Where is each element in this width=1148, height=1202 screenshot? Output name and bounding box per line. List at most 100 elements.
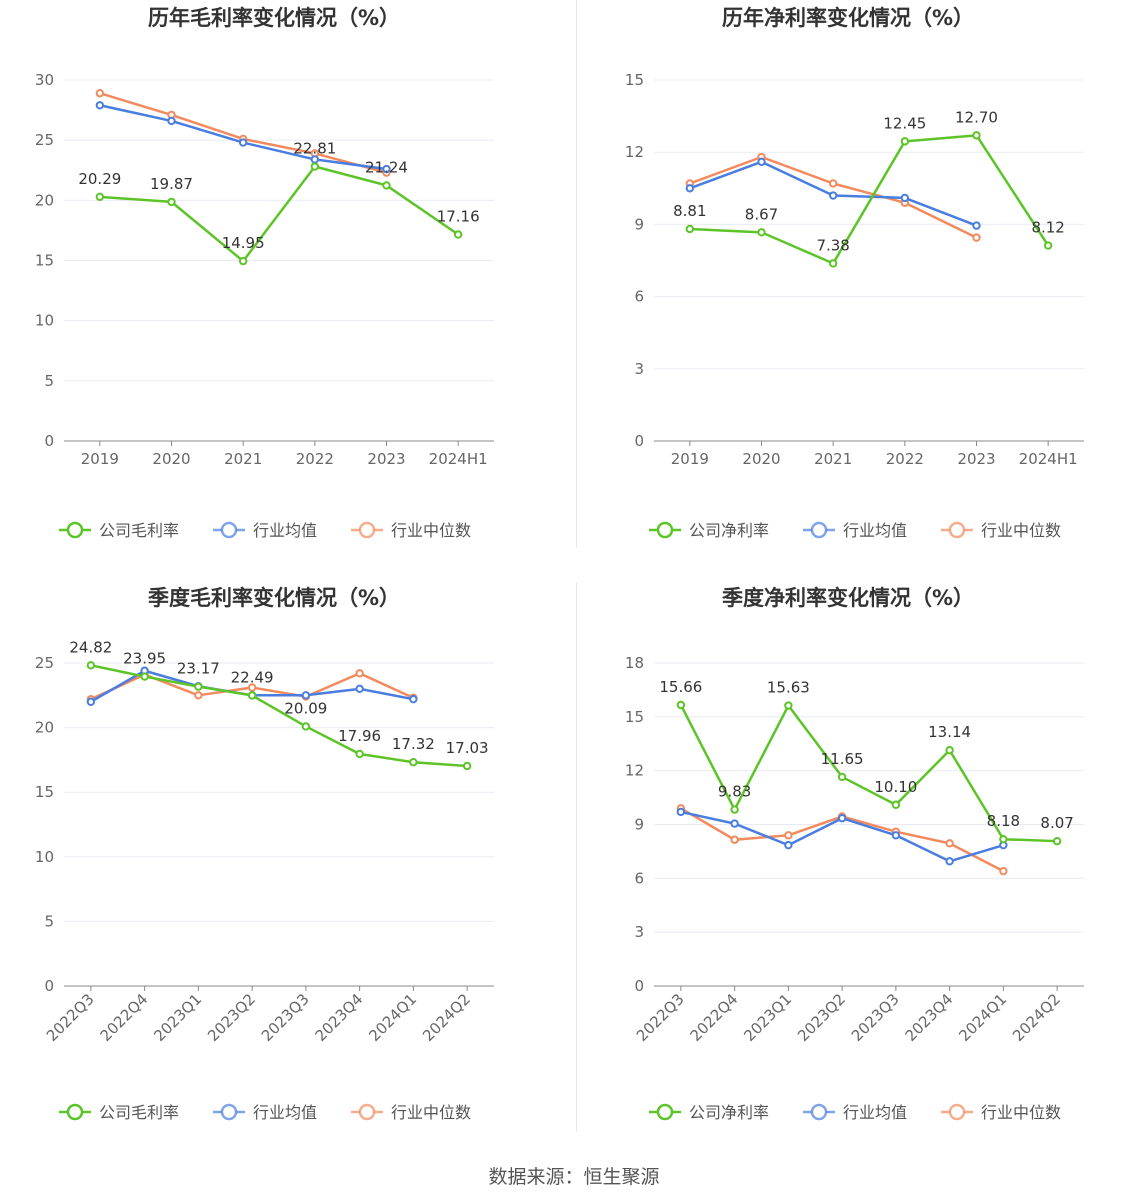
data-point-avg [95,101,105,110]
chart-svg: 历年毛利率变化情况（%） 0 5 10 15 20 25 30 2019 2020 2021 2022… [35,6,494,540]
x-tick-label: 2023 [957,450,995,468]
legend-label-avg: 行业均值 [843,1103,907,1122]
y-tick-label: 0 [634,432,644,450]
x-tick-label: 2022Q3 [43,990,98,1045]
data-point-company [382,181,391,190]
x-tick-label: 2023Q4 [902,990,957,1045]
chart-svg: 历年净利率变化情况（%） 0 3 6 9 12 15 2019 2020 2021 2022 2023… [625,6,1084,540]
legend-label-company: 公司毛利率 [99,521,179,540]
x-tick-label: 2023Q3 [848,990,903,1045]
chart-title: 历年毛利率变化情况（%） [148,6,400,30]
data-point-median [999,866,1008,876]
y-tick-label: 15 [35,783,54,801]
legend-label-avg: 行业均值 [253,1103,317,1122]
data-point-company [837,772,847,782]
data-point-median [95,89,105,98]
data-label: 22.81 [293,140,336,158]
chart-svg: 季度净利率变化情况（%） 0 3 6 9 12 15 18 2022Q32022Q42023Q1… [625,586,1084,1122]
data-label: 12.45 [883,114,926,132]
divider-bottom [576,582,577,1132]
x-tick-label: 2024H1 [429,450,488,468]
data-point-company [140,672,149,681]
legend-label-median: 行业中位数 [391,521,471,540]
data-point-median [355,669,364,678]
series-line-company [99,165,459,263]
legend-marker-median [948,521,966,539]
x-tick-label: 2023 [367,450,405,468]
legend-label-company: 公司净利率 [689,521,769,540]
series-line-median [99,92,387,174]
y-tick-label: 20 [35,191,54,209]
data-point-company [1052,836,1062,846]
data-point-avg [167,116,176,126]
data-point-median [194,691,203,700]
y-tick-label: 15 [625,71,644,89]
data-label: 12.70 [955,108,998,126]
x-tick-label: 2022Q3 [633,990,688,1045]
chart-title: 季度净利率变化情况（%） [722,586,974,610]
data-label: 19.87 [150,175,193,193]
data-label: 9.83 [718,783,751,801]
data-label: 24.82 [69,638,112,656]
data-point-company [238,256,248,266]
x-tick-label: 2024Q1 [365,990,420,1045]
data-label: 22.49 [231,668,274,686]
chart-title: 历年净利率变化情况（%） [722,6,974,30]
data-point-median [828,179,838,188]
chart-annual-net-margin: 历年净利率变化情况（%） 0 3 6 9 12 15 2019 2020 2021 2022 2023… [574,0,1148,580]
y-tick-label: 3 [634,360,644,378]
y-tick-label: 0 [634,977,644,995]
data-label: 15.66 [659,678,702,696]
x-tick-label: 2023Q1 [150,990,205,1045]
data-point-company [945,746,954,755]
data-point-avg [945,857,954,866]
data-point-avg [301,691,311,700]
series-line-company [90,664,468,768]
y-tick-label: 18 [625,654,644,672]
data-source-note: 数据来源：恒生聚源 [488,1166,660,1188]
data-label: 20.09 [284,699,327,717]
data-point-company [86,661,96,670]
data-point-median [784,831,793,840]
data-label: 17.32 [392,735,435,753]
data-label: 7.38 [816,236,849,254]
y-tick-label: 12 [625,762,644,780]
legend-marker-company [66,521,84,539]
data-point-median [730,835,739,844]
data-point-company [999,835,1008,844]
data-point-company [730,805,739,814]
legend-marker-avg [810,1103,828,1121]
chart-title: 季度毛利率变化情况（%） [148,586,400,610]
legend-marker-avg [220,521,238,539]
data-label: 8.18 [987,812,1020,830]
data-point-company [891,800,901,809]
data-point-company [194,682,203,691]
data-point-median [247,683,257,692]
x-tick-label: 2020 [152,450,190,468]
data-point-avg [409,694,418,704]
y-tick-label: 25 [35,654,54,672]
y-tick-label: 6 [634,869,644,887]
legend-label-median: 行业中位数 [981,1103,1061,1122]
legend-label-avg: 行业均值 [843,521,907,540]
x-tick-label: 2019 [81,450,119,468]
data-label: 13.14 [928,723,971,741]
y-tick-label: 15 [35,252,54,270]
data-point-company [685,224,695,234]
y-tick-label: 0 [44,432,54,450]
x-tick-label: 2024Q2 [1009,990,1064,1045]
data-point-avg [828,191,838,200]
y-tick-label: 12 [625,143,644,161]
legend-marker-company [656,521,674,539]
data-point-avg [891,831,901,840]
data-label: 23.17 [177,660,220,678]
data-point-avg [837,814,847,823]
data-point-avg [86,697,96,706]
data-point-company [301,722,311,731]
data-label: 23.95 [123,650,166,668]
data-label: 17.96 [338,727,381,745]
legend-marker-median [358,1103,376,1121]
data-label: 20.29 [78,170,121,188]
x-tick-label: 2022Q4 [97,990,152,1045]
x-tick-label: 2021 [224,450,262,468]
